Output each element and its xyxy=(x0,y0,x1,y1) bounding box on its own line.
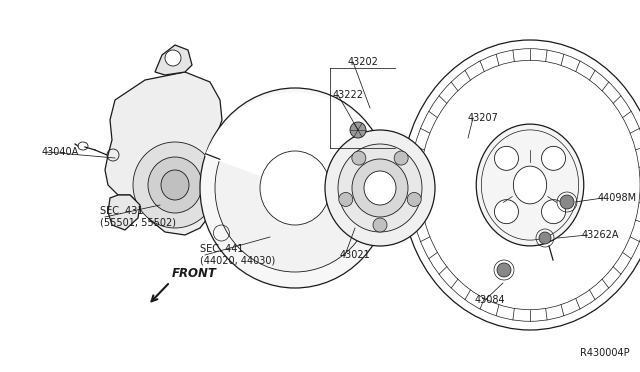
Text: SEC. 441
(44020, 44030): SEC. 441 (44020, 44030) xyxy=(200,244,275,266)
Ellipse shape xyxy=(161,170,189,200)
Text: 44098M: 44098M xyxy=(598,193,637,203)
Polygon shape xyxy=(390,168,415,208)
Ellipse shape xyxy=(373,218,387,232)
Ellipse shape xyxy=(352,159,408,217)
Text: SEC. 431
(55501, 55502): SEC. 431 (55501, 55502) xyxy=(100,206,176,228)
Text: 43222: 43222 xyxy=(333,90,364,100)
Text: R430004P: R430004P xyxy=(580,348,630,358)
Text: 43084: 43084 xyxy=(475,295,506,305)
Ellipse shape xyxy=(560,195,574,209)
Ellipse shape xyxy=(325,130,435,246)
Ellipse shape xyxy=(165,50,181,66)
Ellipse shape xyxy=(407,192,421,206)
Text: 43207: 43207 xyxy=(468,113,499,123)
Ellipse shape xyxy=(541,146,566,170)
Ellipse shape xyxy=(513,166,547,204)
Polygon shape xyxy=(105,72,222,235)
Ellipse shape xyxy=(394,151,408,165)
Ellipse shape xyxy=(148,157,202,213)
Ellipse shape xyxy=(200,88,390,288)
Ellipse shape xyxy=(495,200,518,224)
Ellipse shape xyxy=(495,146,518,170)
Text: 43040A: 43040A xyxy=(42,147,79,157)
Ellipse shape xyxy=(402,40,640,330)
Ellipse shape xyxy=(497,263,511,277)
Polygon shape xyxy=(108,195,140,230)
Polygon shape xyxy=(155,45,192,75)
Ellipse shape xyxy=(476,124,584,246)
Ellipse shape xyxy=(541,200,566,224)
Text: FRONT: FRONT xyxy=(172,267,217,280)
Ellipse shape xyxy=(339,192,353,206)
Wedge shape xyxy=(205,93,384,188)
Text: 43202: 43202 xyxy=(348,57,379,67)
Ellipse shape xyxy=(352,151,366,165)
Text: 43262A: 43262A xyxy=(582,230,620,240)
Ellipse shape xyxy=(133,142,217,228)
Ellipse shape xyxy=(350,122,366,138)
Text: 43021: 43021 xyxy=(340,250,371,260)
Ellipse shape xyxy=(260,151,330,225)
Ellipse shape xyxy=(364,171,396,205)
Ellipse shape xyxy=(539,232,551,244)
Ellipse shape xyxy=(215,104,375,272)
Ellipse shape xyxy=(338,144,422,232)
